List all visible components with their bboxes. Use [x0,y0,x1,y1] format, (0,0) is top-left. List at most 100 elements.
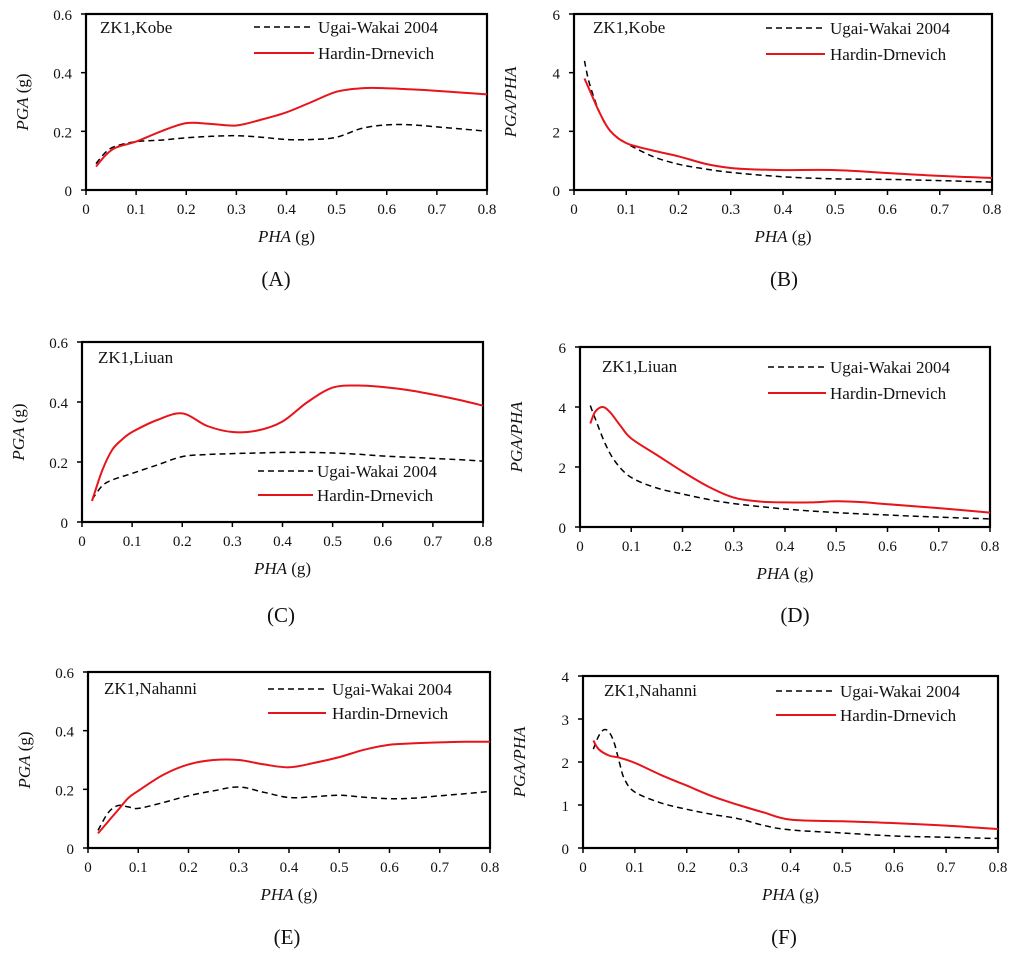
x-tick-label: 0 [576,539,584,555]
chart-panel-f: 0 0.1 0.2 0.3 0.4 0.5 0.6 0.7 0.8 0 1 2 3 4 PHA (g) PGA… [510,670,1007,949]
y-axis-label: PGA (g) [9,403,28,461]
x-tick-label: 0.4 [776,539,795,555]
y-tick-label: 0.4 [55,725,74,741]
x-tick-label: 0.7 [937,860,956,876]
y-tick-label: 2 [559,461,567,477]
x-tick-label: 0.8 [981,539,1000,555]
panel-caption: (D) [780,603,809,627]
x-tick-label: 0.6 [373,534,392,550]
x-tick-label: 0.3 [227,202,246,218]
legend-label: Ugai-Wakai 2004 [830,19,950,38]
x-tick-label: 0.2 [177,202,196,218]
y-tick-label: 2 [553,125,561,141]
y-tick-label: 4 [562,670,570,686]
y-tick-label: 0.2 [55,783,74,799]
panel-caption: (B) [770,267,798,291]
y-tick-label: 3 [562,713,570,729]
legend-label: Ugai-Wakai 2004 [840,682,960,701]
x-axis-label: PHA (g) [253,559,311,578]
x-tick-label: 0.5 [323,534,342,550]
legend-label: Hardin-Drnevich [830,45,947,64]
x-axis-label: PHA (g) [257,227,315,246]
x-tick-label: 0.8 [478,202,497,218]
x-tick-label: 0.3 [229,860,248,876]
x-tick-label: 0.6 [878,202,897,218]
series-line-hardin-drnevich [589,405,991,514]
x-tick-label: 0.8 [474,534,493,550]
legend-label: Hardin-Drnevich [830,384,947,403]
panel-caption: (C) [267,603,295,627]
series-line-ugai-wakai [95,123,488,165]
y-axis-label: PGA/PHA [510,726,529,798]
chart-panel-d: 0 0.1 0.2 0.3 0.4 0.5 0.6 0.7 0.8 0 2 4 6 PHA (g) PGA/… [507,341,999,627]
y-axis-label: PGA/PHA [507,401,526,473]
x-tick-label: 0.6 [377,202,396,218]
x-tick-label: 0.8 [989,860,1008,876]
series-line-hardin-drnevich [583,78,993,179]
legend-label: Hardin-Drnevich [332,704,449,723]
x-tick-label: 0.7 [424,534,443,550]
site-annotation: ZK1,Liuan [98,348,174,367]
x-tick-label: 0.7 [929,539,948,555]
x-tick-label: 0.2 [173,534,192,550]
series-line-ugai-wakai [592,728,999,840]
series-line-ugai-wakai [91,451,484,500]
x-tick-label: 0.8 [983,202,1002,218]
x-tick-label: 0.2 [179,860,198,876]
y-tick-label: 0 [559,521,567,537]
panel-caption: (A) [261,267,290,291]
x-tick-label: 0 [570,202,578,218]
chart-panel-a: 0 0.1 0.2 0.3 0.4 0.5 0.6 0.7 0.8 0 0.2 0.4 0.6 PHA (… [13,8,496,291]
y-axis-label: PGA (g) [13,73,32,131]
panel-caption: (E) [274,925,301,949]
y-tick-label: 0 [61,516,69,532]
y-tick-label: 0.4 [49,396,68,412]
chart-panel-e: 0 0.1 0.2 0.3 0.4 0.5 0.6 0.7 0.8 0 0.2 0.4 0.6 PHA (… [15,666,499,949]
y-tick-label: 1 [562,799,570,815]
x-tick-label: 0.8 [481,860,500,876]
legend-label: Ugai-Wakai 2004 [317,462,437,481]
plot-frame [581,674,1000,850]
x-tick-label: 0.3 [724,539,743,555]
x-tick-label: 0.5 [327,202,346,218]
x-tick-label: 0.5 [330,860,349,876]
site-annotation: ZK1,Liuan [602,357,678,376]
y-tick-label: 0 [562,842,570,858]
series-line-hardin-drnevich [91,384,484,502]
x-tick-label: 0.5 [826,202,845,218]
legend-label: Hardin-Drnevich [317,486,434,505]
chart-panel-c: 0 0.1 0.2 0.3 0.4 0.5 0.6 0.7 0.8 0 0.2 0.4 0.6 PHA (… [9,336,492,627]
y-tick-label: 0 [65,184,73,200]
x-tick-label: 0.7 [428,202,447,218]
x-tick-label: 0.3 [721,202,740,218]
x-tick-label: 0.5 [833,860,852,876]
y-axis-label: PGA/PHA [501,66,520,138]
y-tick-label: 0.6 [55,666,74,682]
site-annotation: ZK1,Kobe [593,18,665,37]
y-tick-label: 4 [553,67,561,83]
plot-frame [84,12,489,192]
y-tick-label: 0 [553,184,561,200]
y-tick-label: 0.4 [53,67,72,83]
y-tick-label: 0.2 [49,456,68,472]
x-tick-label: 0.4 [273,534,292,550]
legend-label: Ugai-Wakai 2004 [318,18,438,37]
x-tick-label: 0.3 [223,534,242,550]
chart-panel-b: 0 0.1 0.2 0.3 0.4 0.5 0.6 0.7 0.8 0 2 4 6 PHA (g) PGA/… [501,8,1001,291]
y-tick-label: 2 [562,756,570,772]
site-annotation: ZK1,Nahanni [104,679,197,698]
y-tick-label: 0.6 [49,336,68,352]
x-tick-label: 0.1 [123,534,142,550]
x-tick-label: 0 [579,860,587,876]
x-tick-label: 0.2 [669,202,688,218]
x-tick-label: 0 [78,534,86,550]
x-tick-label: 0.1 [626,860,645,876]
y-tick-label: 0 [67,842,75,858]
site-annotation: ZK1,Nahanni [604,681,697,700]
x-tick-label: 0.4 [781,860,800,876]
legend-label: Hardin-Drnevich [318,44,435,63]
y-tick-label: 6 [553,8,561,24]
x-tick-label: 0.4 [774,202,793,218]
x-tick-label: 0.4 [280,860,299,876]
